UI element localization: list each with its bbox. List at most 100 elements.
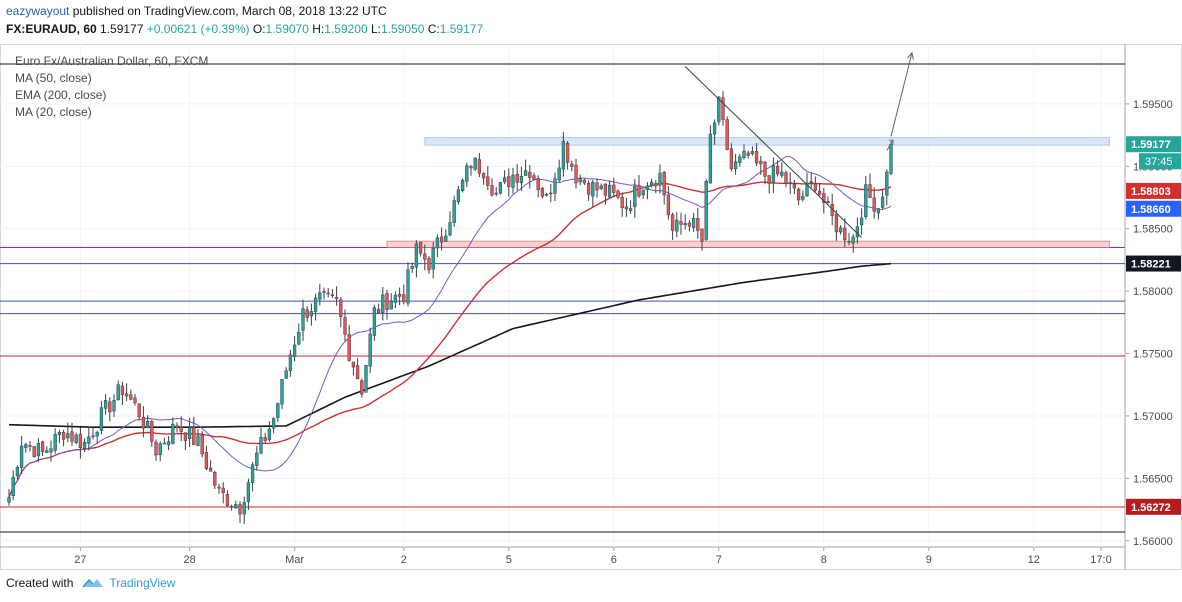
arrow-head-icon [907, 51, 914, 60]
candle-body [7, 497, 11, 503]
candle-body [780, 171, 784, 176]
candle-body [183, 432, 188, 441]
candle-body [603, 183, 608, 196]
candle-body [444, 235, 448, 242]
candle-body [683, 223, 687, 226]
last-price: 1.59177 [100, 22, 144, 36]
candle-body [750, 150, 755, 154]
candle-body [19, 445, 24, 468]
candle-body [15, 467, 20, 477]
tradingview-link[interactable]: TradingView [109, 576, 176, 590]
candle-body [620, 196, 624, 209]
ema200-line [8, 262, 892, 428]
price-label: 1.58221 [1131, 259, 1171, 271]
candle-body [402, 294, 406, 303]
candle-body [418, 241, 423, 254]
candle-body [250, 464, 255, 483]
price-label-box [1126, 182, 1181, 199]
candle-body [813, 183, 818, 191]
small-arrow-icon [886, 139, 894, 151]
price-label: 1.58803 [1131, 186, 1171, 198]
candle-body [872, 197, 876, 212]
candle-body [414, 243, 419, 268]
candle-body [376, 308, 381, 314]
candle-body [889, 143, 893, 174]
candle-body [616, 190, 620, 198]
candle-body [700, 228, 704, 242]
candle-body [221, 487, 225, 494]
candle-body [301, 308, 305, 331]
y-tick-label: 1.57500 [1133, 349, 1173, 361]
candle-body [53, 434, 57, 451]
x-tick-label: 7 [716, 554, 722, 566]
candle-body [851, 236, 855, 244]
candle-body [565, 142, 570, 163]
candle-body [502, 177, 507, 183]
low-value: 1.59050 [381, 22, 425, 36]
author-link[interactable]: eazywayout [6, 4, 70, 18]
candle-body [234, 504, 238, 509]
candle-body [460, 179, 465, 192]
candle-body [259, 437, 263, 454]
candle-body [368, 333, 372, 367]
candle-body [477, 159, 482, 174]
resistance-zone [424, 137, 1110, 146]
candle-body [721, 97, 725, 120]
x-tick-label: Mar [285, 554, 304, 566]
candle-body [171, 423, 175, 444]
candle-body [704, 181, 708, 240]
candle-body [675, 219, 679, 232]
candle-body [712, 122, 717, 135]
price-label: 1.56272 [1131, 502, 1171, 514]
indicator-ema200-label[interactable]: EMA (200, close) [15, 88, 107, 102]
candle-body [679, 221, 683, 225]
candle-body [263, 437, 267, 441]
price-chart[interactable]: 1.56000 1.56500 1.57000 1.57500 1.58000 1.585… [0, 44, 1182, 570]
candle-body [11, 476, 15, 496]
price-label-box [1126, 136, 1181, 153]
candle-body [607, 184, 612, 198]
candle-body [112, 399, 116, 412]
candle-body [280, 378, 284, 405]
candle-body [771, 165, 776, 184]
candle-body [61, 432, 66, 440]
price-label: 1.58660 [1131, 204, 1171, 216]
candle-body [406, 269, 410, 304]
candle-body [519, 176, 524, 184]
candle-body [393, 294, 398, 303]
countdown-label: 37:45 [1145, 156, 1173, 168]
candle-body [486, 176, 490, 186]
candle-body [103, 400, 108, 409]
candle-body [838, 227, 843, 233]
candle-body [87, 436, 91, 444]
candle-body [746, 152, 750, 156]
candle-body [225, 494, 230, 506]
candle-body [654, 183, 658, 187]
chart-container[interactable]: 1.56000 1.56500 1.57000 1.57500 1.58000 1.585… [0, 44, 1182, 570]
candle-body [192, 426, 196, 446]
candle-body [116, 384, 120, 401]
indicator-ma20-label[interactable]: MA (20, close) [15, 105, 92, 119]
candle-body [229, 506, 234, 508]
candle-body [633, 185, 637, 208]
candle-body [179, 426, 183, 432]
high-value: 1.59200 [324, 22, 368, 36]
ma50-line [8, 181, 892, 498]
candle-body [784, 172, 788, 184]
candle-body [166, 441, 171, 446]
candle-body [822, 193, 826, 204]
symbol-label: FX:EURAUD, 60 [6, 22, 97, 36]
candle-body [435, 237, 440, 249]
candle-body [574, 164, 578, 184]
open-label: O: [252, 22, 266, 36]
candle-body [57, 432, 62, 436]
indicator-ma50-label[interactable]: MA (50, close) [15, 71, 92, 85]
candle-body [326, 292, 330, 295]
candle-body [586, 183, 591, 195]
candle-body [238, 504, 242, 515]
candle-body [582, 179, 587, 184]
candle-body [124, 393, 129, 397]
y-tick-label: 1.56000 [1133, 536, 1173, 548]
candle-body [217, 486, 221, 489]
candle-body [868, 184, 872, 198]
